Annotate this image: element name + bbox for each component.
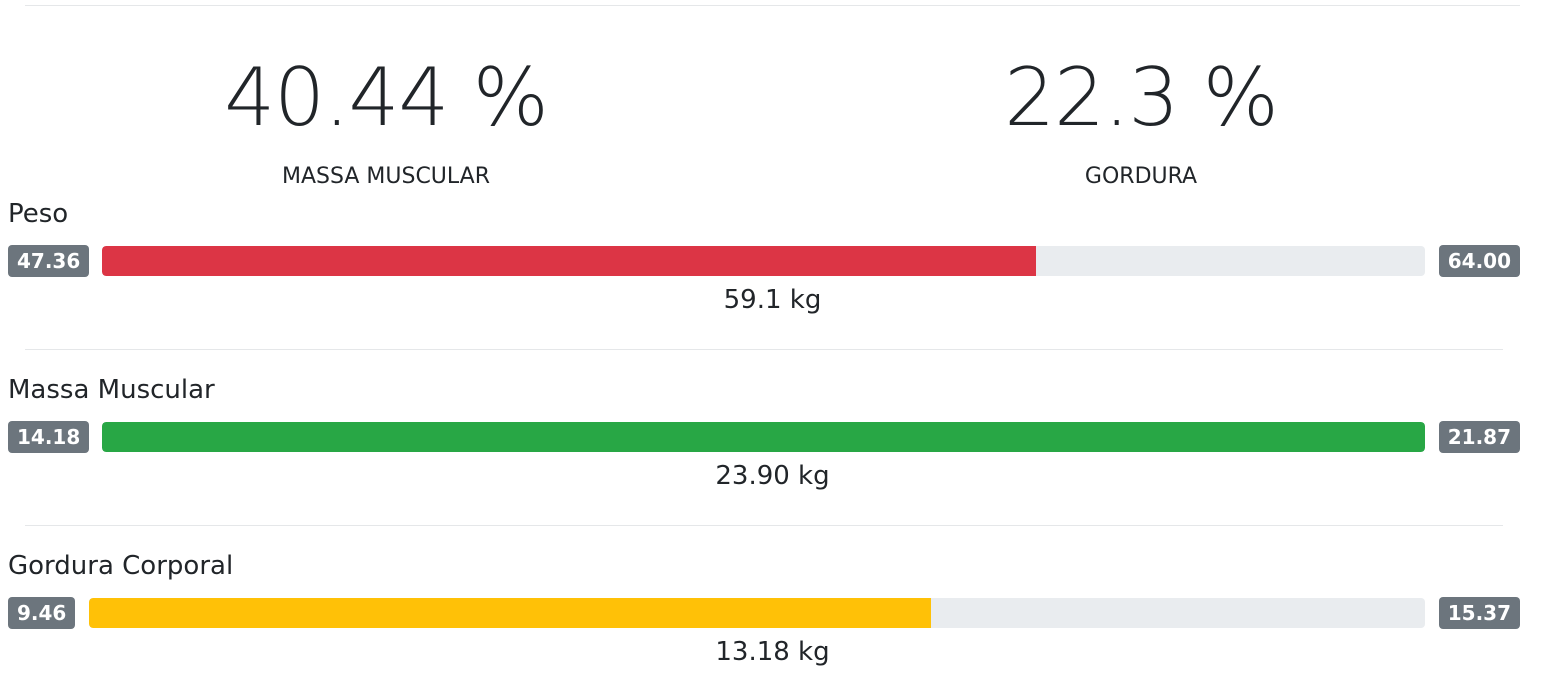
metric-title: Peso — [8, 199, 69, 229]
section-divider — [25, 525, 1503, 526]
muscle-mass-label: MASSA MUSCULAR — [281, 164, 491, 189]
muscle-mass-percent: 40.44 % — [224, 51, 548, 144]
range-max-badge: 15.37 — [1438, 597, 1520, 629]
fat-label: GORDURA — [1084, 164, 1198, 189]
progress-track — [102, 246, 1425, 276]
range-max-badge: 21.87 — [1438, 421, 1520, 453]
progress-track — [89, 598, 1425, 628]
section-divider — [25, 349, 1503, 350]
muscle-mass-summary: 40.44 % MASSA MUSCULAR — [136, 51, 636, 190]
progress-fill — [89, 598, 931, 628]
progress-fill — [102, 246, 1037, 276]
current-value: 13.18 kg — [715, 637, 830, 667]
top-divider — [25, 5, 1520, 6]
metric-title: Massa Muscular — [8, 375, 215, 405]
range-min-badge: 9.46 — [8, 597, 76, 629]
current-value: 59.1 kg — [723, 285, 822, 315]
current-value: 23.90 kg — [715, 461, 830, 491]
progress-fill — [102, 422, 1425, 452]
fat-summary: 22.3 % GORDURA — [891, 51, 1391, 190]
range-min-badge: 14.18 — [8, 421, 90, 453]
range-min-badge: 47.36 — [8, 245, 90, 277]
progress-track — [102, 422, 1425, 452]
fat-percent: 22.3 % — [1004, 51, 1279, 144]
range-max-badge: 64.00 — [1438, 245, 1520, 277]
metric-title: Gordura Corporal — [8, 551, 234, 581]
